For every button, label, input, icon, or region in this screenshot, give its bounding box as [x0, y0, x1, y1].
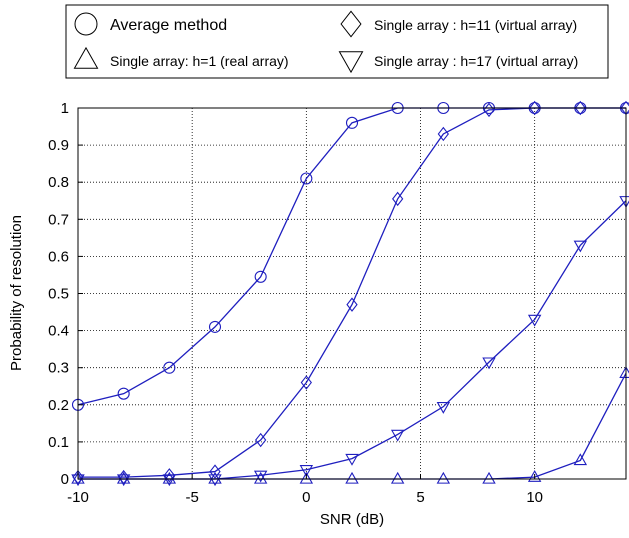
- x-tick-label: -10: [67, 489, 89, 506]
- series-line: [78, 372, 627, 480]
- data-point: [208, 320, 222, 333]
- data-point: [390, 471, 405, 484]
- x-tick-label: -5: [185, 489, 198, 506]
- y-tick-label: 1: [61, 100, 69, 117]
- series-line: [78, 200, 627, 480]
- data-point: [437, 126, 449, 142]
- data-point: [254, 270, 267, 283]
- x-axis-label: SNR (dB): [320, 511, 384, 528]
- data-point: [529, 100, 541, 116]
- series-group: [71, 366, 629, 484]
- data-point: [345, 471, 359, 484]
- data-point: [436, 471, 451, 484]
- data-point: [345, 453, 359, 466]
- y-tick-label: 0.1: [48, 434, 69, 451]
- data-point: [346, 297, 358, 312]
- y-tick-label: 0.3: [48, 360, 69, 377]
- legend-marker: [338, 51, 364, 74]
- data-point: [390, 429, 405, 442]
- y-tick-label: 0.7: [48, 211, 69, 228]
- data-point: [253, 471, 268, 484]
- data-point: [255, 432, 267, 448]
- data-point: [345, 116, 359, 129]
- legend-label: Single array : h=17 (virtual array): [374, 53, 578, 69]
- y-tick-label: 0.5: [48, 286, 69, 303]
- legend-marker: [73, 46, 99, 69]
- data-point: [300, 375, 312, 390]
- data-point: [574, 100, 586, 116]
- data-point: [300, 172, 313, 185]
- data-point: [163, 468, 175, 483]
- data-point: [482, 471, 496, 484]
- series-group: [71, 101, 629, 411]
- legend-label: Average method: [110, 17, 227, 34]
- data-point: [527, 314, 542, 327]
- legend: Average method Single array: h=1 (real ar…: [65, 4, 609, 79]
- data-point: [299, 471, 314, 484]
- y-tick-label: 0.6: [48, 248, 69, 265]
- legend-marker: [74, 12, 98, 36]
- data-point: [163, 361, 176, 374]
- legend-box: [65, 4, 609, 79]
- data-point: [162, 474, 177, 487]
- data-point: [482, 357, 496, 370]
- y-tick-label: 0.2: [48, 397, 69, 414]
- data-point: [299, 465, 314, 477]
- y-tick-label: 0.4: [48, 323, 69, 340]
- data-point: [527, 469, 542, 482]
- data-point: [208, 474, 222, 487]
- grid: [78, 108, 626, 479]
- y-tick-label: 0.9: [48, 137, 69, 154]
- data-point: [116, 474, 131, 487]
- x-tick-label: 10: [526, 489, 543, 506]
- x-tick-label: 0: [302, 489, 310, 506]
- data-point: [392, 191, 404, 207]
- legend-label: Single array: h=1 (real array): [110, 53, 289, 69]
- legend-label: Single array : h=11 (virtual array): [374, 17, 577, 33]
- series-group: [71, 196, 629, 487]
- data-point: [209, 464, 221, 479]
- data-point: [573, 240, 588, 253]
- data-point: [436, 401, 451, 414]
- data-point: [208, 471, 222, 484]
- legend-marker: [340, 10, 362, 38]
- y-tick-label: 0.8: [48, 174, 69, 191]
- y-tick-label: 0: [61, 471, 69, 488]
- x-tick-label: 5: [416, 489, 424, 506]
- series-line: [78, 107, 626, 478]
- data-point: [117, 387, 130, 400]
- data-point: [253, 470, 268, 483]
- series-layer: [71, 100, 629, 487]
- y-axis-label: Probability of resolution: [8, 215, 25, 371]
- data-point: [573, 453, 588, 466]
- tick-labels: 0 0.1 0.2 0.3 0.4 0.5 0.6 0.7 0.8 0.9 1 -10 -5 0 5 10: [48, 100, 543, 506]
- series-group: [72, 100, 629, 485]
